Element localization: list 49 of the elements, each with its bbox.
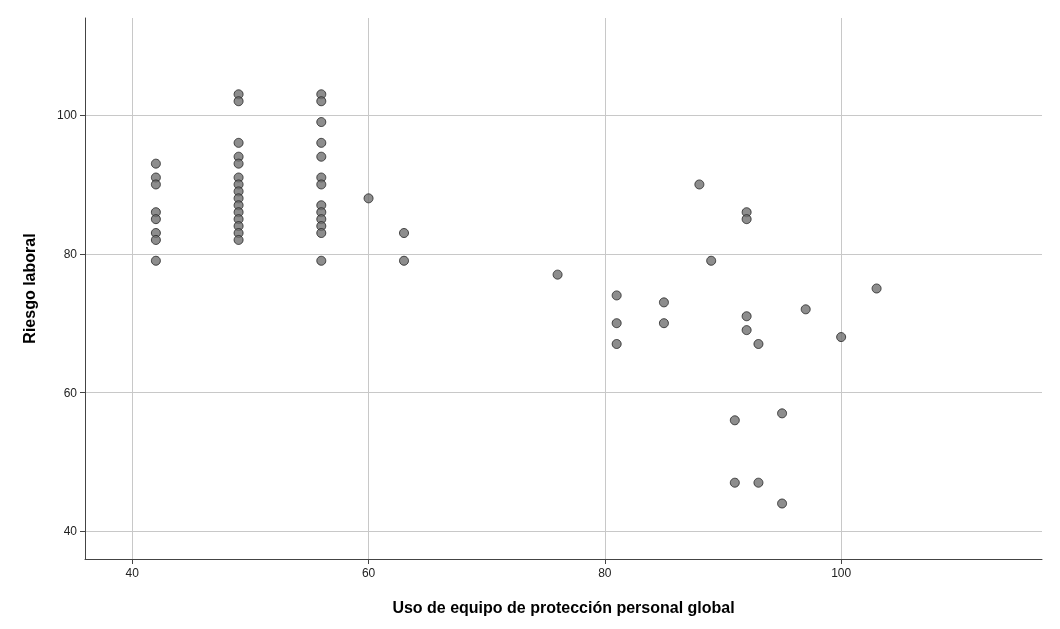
y-tick-label: 100 [56, 108, 78, 123]
point [150, 234, 161, 245]
point [316, 255, 327, 266]
point [150, 214, 161, 225]
point [729, 477, 740, 488]
point [316, 179, 327, 190]
point [316, 228, 327, 239]
point [316, 151, 327, 162]
point [658, 318, 669, 329]
point [399, 228, 409, 239]
point [658, 297, 669, 308]
point [741, 325, 752, 336]
point [233, 158, 244, 169]
point [777, 408, 788, 419]
point [363, 193, 374, 204]
point [316, 96, 327, 107]
point [552, 269, 563, 280]
y-axis-title: Riesgo laboral [20, 233, 38, 344]
point [611, 318, 622, 329]
point [611, 290, 622, 301]
point [150, 158, 161, 169]
point [741, 311, 752, 322]
x-axis-title: Uso de equipo de protección personal global [392, 598, 735, 616]
y-tick-label: 80 [63, 246, 78, 261]
point [753, 338, 764, 349]
x-tick-label: 60 [361, 566, 376, 580]
point [694, 179, 705, 190]
point [150, 179, 161, 190]
point [777, 498, 788, 509]
point [233, 96, 244, 107]
point [399, 255, 409, 266]
point [741, 214, 752, 225]
point [729, 415, 740, 426]
point [233, 234, 244, 245]
x-tick-label: 80 [598, 566, 612, 580]
point [233, 137, 244, 148]
y-tick-label: 60 [63, 385, 78, 400]
point [800, 304, 811, 315]
y-tick-label: 40 [63, 524, 78, 539]
point [753, 477, 764, 488]
point [150, 255, 161, 266]
point [316, 117, 327, 128]
point [836, 332, 847, 343]
point [706, 255, 717, 266]
x-tick-label: 40 [125, 566, 140, 580]
point [316, 137, 327, 148]
x-tick-label: 100 [831, 566, 852, 580]
point [871, 283, 882, 294]
point [611, 338, 622, 349]
